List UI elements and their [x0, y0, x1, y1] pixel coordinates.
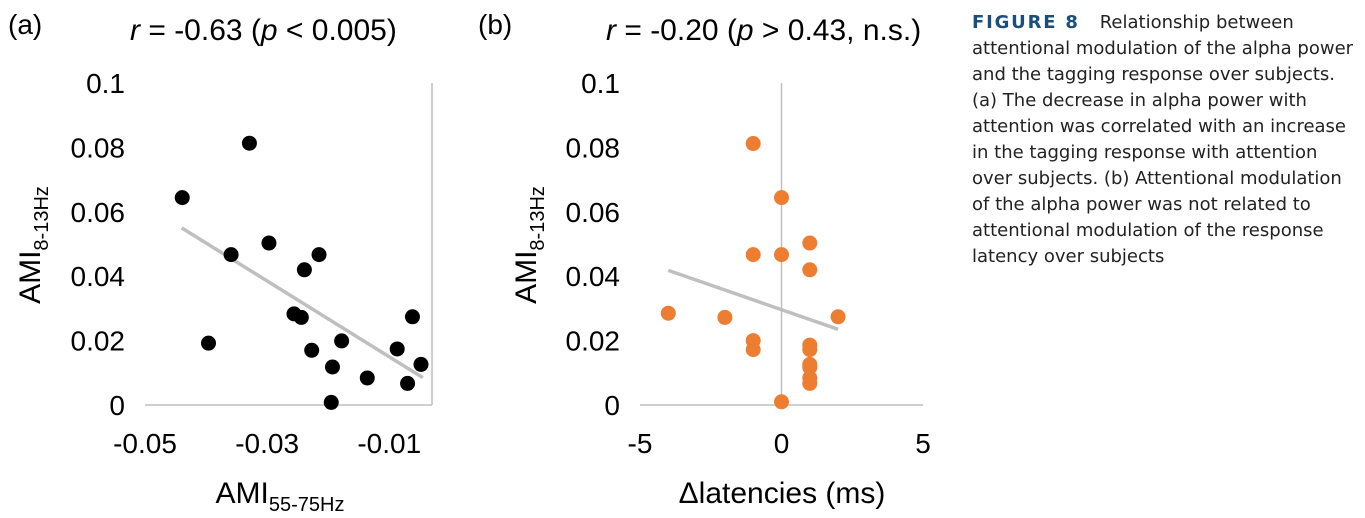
- panel-b-y-axis-label: AMI8-13Hz: [510, 186, 549, 304]
- panel-b-trendline: [667, 268, 839, 331]
- panel-a-data-point: [311, 247, 327, 263]
- figure-8-charts: (a) r = -0.63 (p < 0.005) AMI8-13Hz AMI5…: [8, 9, 931, 516]
- panel-a-stat: r = -0.63 (p < 0.005): [130, 14, 397, 47]
- panel-a-data-point: [359, 370, 375, 386]
- panel-a-data-point: [296, 262, 312, 278]
- panel-a-data-point: [293, 309, 309, 325]
- panel-b-data-point: [802, 262, 818, 278]
- panel-b-x-tick-label: 0: [774, 428, 790, 459]
- panel-a-x-tick-label: -0.03: [235, 428, 299, 459]
- panel-b-data-point: [830, 309, 846, 325]
- panel-b-data-point: [802, 342, 818, 358]
- panel-b: (b) r = -0.20 (p > 0.43, n.s.) AMI8-13Hz…: [478, 9, 931, 510]
- panel-a-x-axis-label: AMI55-75Hz: [216, 477, 345, 516]
- panel-a-data-point: [413, 356, 429, 372]
- panel-b-data-point: [745, 247, 761, 263]
- panel-a-y-tick-label: 0.08: [71, 132, 126, 163]
- panel-b-data-point: [802, 235, 818, 251]
- panel-a-data-point: [304, 342, 320, 358]
- panel-a-data-point: [323, 394, 339, 410]
- panel-a-y-tick-label: 0.02: [71, 326, 126, 357]
- panel-b-data-point: [774, 394, 789, 410]
- panel-b-x-axis-label: Δlatencies (ms): [679, 477, 886, 510]
- panel-a-y-tick-label: 0: [109, 390, 125, 421]
- panel-a-data-point: [404, 309, 420, 325]
- panel-b-x-tick-label: 5: [915, 428, 931, 459]
- panel-b-y-tick-label: 0.1: [581, 68, 620, 99]
- panel-a-y-axis-label: AMI8-13Hz: [14, 186, 53, 304]
- panel-a-trendline: [180, 226, 424, 380]
- panel-a: (a) r = -0.63 (p < 0.005) AMI8-13Hz AMI5…: [8, 9, 433, 516]
- panel-a-y-tick-label: 0.1: [86, 68, 125, 99]
- panel-a-data-point: [261, 235, 277, 251]
- panel-b-data-point: [774, 190, 789, 206]
- panel-a-data-point: [223, 247, 239, 263]
- panel-b-data-point: [802, 359, 818, 375]
- panel-b-y-tick-label: 0.06: [566, 197, 621, 228]
- panel-a-data-point: [174, 190, 190, 206]
- panel-a-x-tick-label: -0.01: [357, 428, 421, 459]
- panel-a-data-point: [389, 341, 405, 357]
- panel-b-data-point: [745, 136, 761, 152]
- panel-a-data-point: [241, 135, 257, 151]
- panel-b-y-tick-label: 0.02: [566, 326, 621, 357]
- panel-b-plot: 0 0.02 0.04 0.06 0.08 0.1 -5 0 5: [566, 68, 931, 459]
- panel-b-data-point: [717, 309, 733, 325]
- panel-a-x-tick-label: -0.05: [113, 428, 177, 459]
- panel-b-data-point: [774, 247, 789, 263]
- panel-b-y-tick-label: 0.04: [566, 261, 621, 292]
- figure-caption: FIGURE 8 Relationship between attentional…: [972, 10, 1360, 270]
- figure-caption-label: FIGURE 8: [972, 12, 1080, 33]
- panel-a-y-tick-label: 0.04: [71, 261, 126, 292]
- panel-b-data-point: [745, 342, 761, 358]
- panel-b-x-tick-label: -5: [628, 428, 653, 459]
- panel-b-label: (b): [478, 9, 512, 40]
- panel-a-data-point: [400, 375, 416, 391]
- figure-caption-text: Relationship between attentional modulat…: [972, 12, 1354, 267]
- panel-b-data-point: [802, 375, 818, 391]
- panel-b-y-tick-label: 0: [604, 390, 620, 421]
- panel-b-y-tick-label: 0.08: [566, 132, 621, 163]
- panel-b-data-point: [660, 305, 676, 321]
- panel-a-plot: 0 0.02 0.04 0.06 0.08 0.1 -0.05 -0.03 -0.01: [71, 68, 433, 459]
- panel-a-label: (a): [8, 9, 42, 40]
- panel-a-data-point: [324, 359, 340, 375]
- panel-a-data-point: [334, 333, 350, 349]
- panel-b-stat: r = -0.20 (p > 0.43, n.s.): [606, 14, 921, 47]
- panel-a-y-tick-label: 0.06: [71, 197, 126, 228]
- panel-a-data-point: [201, 335, 217, 351]
